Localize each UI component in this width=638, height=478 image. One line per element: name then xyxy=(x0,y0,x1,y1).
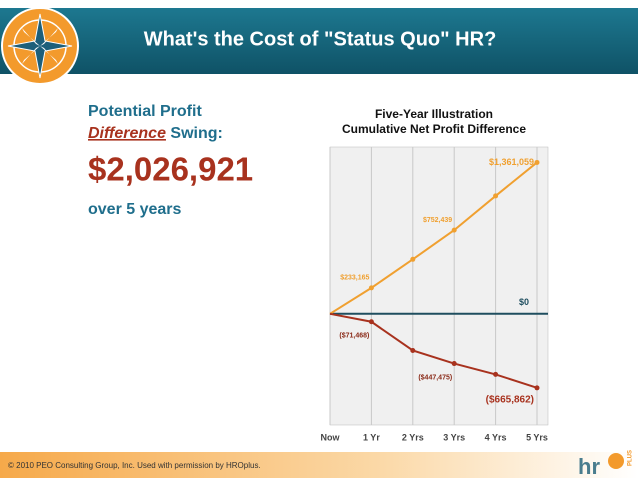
x-tick-label: 5 Yrs xyxy=(526,432,548,442)
data-point xyxy=(493,371,499,377)
data-point xyxy=(368,285,374,291)
annotation: $0 xyxy=(519,297,529,307)
chart-title: Cumulative Net Profit Difference xyxy=(342,122,526,136)
x-tick-label: Now xyxy=(321,432,341,442)
chart-title: Five-Year Illustration xyxy=(375,107,493,121)
data-point xyxy=(451,361,457,367)
data-label: ($71,468) xyxy=(339,333,369,340)
data-point xyxy=(451,227,457,233)
x-tick-label: 4 Yrs xyxy=(485,432,507,442)
data-label: $1,361,059 xyxy=(489,157,534,167)
chart: Now 1 Yr 2 Yrs 3 Yrs 4 Yrs 5 Yrs $0 $233,165 $75… xyxy=(321,146,549,442)
data-point xyxy=(493,193,499,199)
footer-bar xyxy=(0,452,638,478)
x-tick-label: 1 Yr xyxy=(363,432,380,442)
data-point xyxy=(534,385,540,391)
data-point xyxy=(534,159,540,165)
data-label: ($665,862) xyxy=(486,394,534,405)
x-tick-label: 2 Yrs xyxy=(402,432,424,442)
headline-emphasis: Difference xyxy=(88,125,166,142)
series-line xyxy=(329,312,538,389)
footer-text: © 2010 PEO Consulting Group, Inc. Used w… xyxy=(8,461,261,470)
series-line xyxy=(329,161,538,315)
data-label: ($447,475) xyxy=(418,374,452,381)
plot-area xyxy=(329,146,549,426)
headline: Difference Swing: xyxy=(88,125,223,142)
footer-logo: hr xyxy=(578,454,600,478)
slide-title: What's the Cost of "Status Quo" HR? xyxy=(144,28,497,50)
data-label: $752,439 xyxy=(423,217,452,224)
data-point xyxy=(410,256,416,262)
logo-compass xyxy=(1,7,79,85)
amount: $2,026,921 xyxy=(88,151,253,188)
footer-logo-sub: PLUS xyxy=(628,450,634,466)
footer-logo-circle xyxy=(608,453,624,469)
data-point xyxy=(368,319,374,325)
headline: Potential Profit xyxy=(88,103,202,120)
data-label: $233,165 xyxy=(340,275,369,282)
x-tick-label: 3 Yrs xyxy=(443,432,465,442)
data-point xyxy=(410,347,416,353)
header-bar xyxy=(0,8,638,74)
period: over 5 years xyxy=(88,201,182,218)
headline-end: Swing: xyxy=(170,125,222,142)
